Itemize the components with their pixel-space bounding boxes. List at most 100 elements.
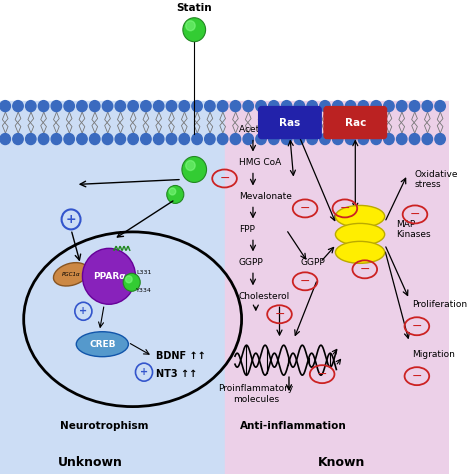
Circle shape [0,134,10,145]
Circle shape [141,100,151,111]
Circle shape [179,134,190,145]
Bar [225,100,449,474]
Circle shape [13,100,23,111]
Circle shape [371,100,382,111]
Text: MAP
Kinases: MAP Kinases [396,219,431,239]
Text: −: − [411,370,422,383]
Circle shape [294,100,305,111]
Circle shape [422,100,432,111]
Text: −: − [411,320,422,333]
Text: Mevalonate: Mevalonate [239,192,292,201]
Circle shape [169,188,176,195]
Circle shape [269,134,279,145]
Circle shape [90,134,100,145]
Circle shape [123,273,140,292]
FancyBboxPatch shape [259,107,321,138]
Circle shape [346,100,356,111]
Text: PGC1α: PGC1α [62,272,81,277]
Circle shape [154,100,164,111]
FancyBboxPatch shape [324,107,387,138]
Circle shape [410,134,420,145]
Text: −: − [300,202,310,215]
Text: L331: L331 [137,270,152,275]
Circle shape [38,100,49,111]
Circle shape [64,100,74,111]
Circle shape [51,134,62,145]
Circle shape [38,134,49,145]
Text: +: + [79,306,87,316]
Text: HMG CoA: HMG CoA [239,158,281,167]
Circle shape [128,134,138,145]
Text: Ras: Ras [279,118,301,128]
Bar [0,100,225,474]
Circle shape [358,134,369,145]
Text: −: − [410,208,420,221]
Circle shape [166,100,177,111]
Text: Cholesterol: Cholesterol [239,292,290,301]
Text: Y334: Y334 [137,288,152,293]
Circle shape [218,134,228,145]
Circle shape [435,100,445,111]
Text: Proinflammatory
molecules: Proinflammatory molecules [218,384,293,403]
Circle shape [186,21,195,31]
Circle shape [192,134,202,145]
Circle shape [320,100,330,111]
Text: Migration: Migration [412,350,455,359]
Circle shape [282,100,292,111]
Circle shape [410,100,420,111]
Text: −: − [219,172,230,185]
Circle shape [269,100,279,111]
Circle shape [307,100,318,111]
Circle shape [102,100,113,111]
Text: +: + [66,213,76,226]
Circle shape [397,100,407,111]
Circle shape [333,134,343,145]
Circle shape [186,161,195,171]
Text: −: − [340,202,350,215]
Text: −: − [300,275,310,288]
Circle shape [182,156,207,182]
Circle shape [115,134,126,145]
Circle shape [205,134,215,145]
Text: BDNF ↑↑: BDNF ↑↑ [156,351,206,361]
Text: NT3 ↑↑: NT3 ↑↑ [156,369,198,379]
Circle shape [358,100,369,111]
Ellipse shape [336,241,385,264]
Text: CREB: CREB [89,340,116,349]
Text: Known: Known [318,456,365,468]
Circle shape [77,134,87,145]
Circle shape [333,100,343,111]
Circle shape [115,100,126,111]
Circle shape [205,100,215,111]
Circle shape [435,134,445,145]
Circle shape [26,134,36,145]
Text: Proliferation: Proliferation [412,300,467,309]
Bar [0,1,449,100]
Text: −: − [274,308,285,321]
Circle shape [154,134,164,145]
Circle shape [384,134,394,145]
Circle shape [141,134,151,145]
Circle shape [397,134,407,145]
Text: Anti-inflammation: Anti-inflammation [240,421,347,431]
Circle shape [77,100,87,111]
Circle shape [218,100,228,111]
Circle shape [51,100,62,111]
Text: −: − [359,263,370,276]
Text: +: + [140,367,148,377]
Ellipse shape [76,332,128,357]
Text: Unknown: Unknown [57,456,122,468]
Text: FPP: FPP [239,225,255,234]
Circle shape [230,100,241,111]
Circle shape [0,100,10,111]
Circle shape [64,134,74,145]
Circle shape [422,134,432,145]
Circle shape [128,100,138,111]
Text: −: − [317,368,328,381]
Circle shape [371,134,382,145]
Circle shape [320,134,330,145]
Circle shape [26,100,36,111]
Ellipse shape [54,263,89,286]
Text: Acetyl CoA: Acetyl CoA [239,125,288,134]
Circle shape [90,100,100,111]
